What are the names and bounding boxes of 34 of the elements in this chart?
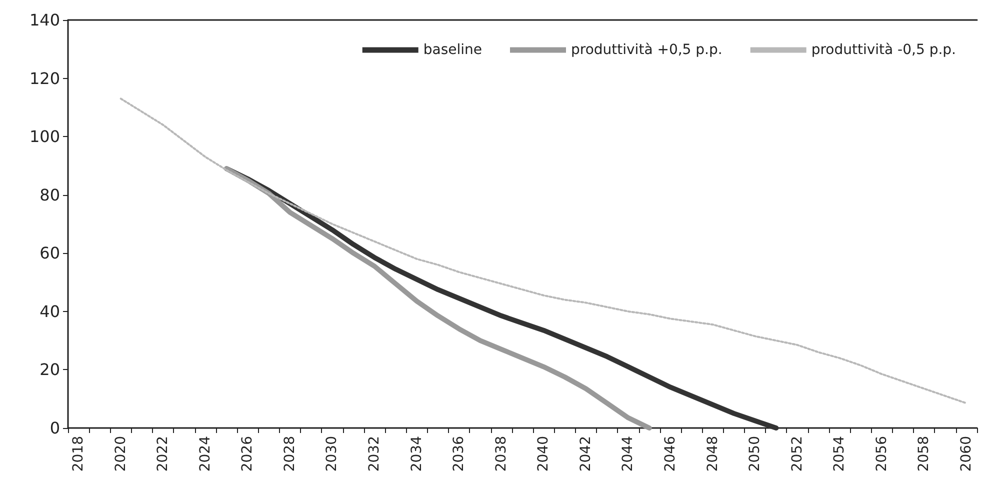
line-series [120,98,968,404]
legend-label: produttività +0,5 p.p. [570,42,722,58]
x-tick-label: 2030 [324,436,340,472]
y-tick-label: 120 [29,68,60,88]
x-tick-label: 2048 [704,436,721,472]
y-tick-label: 100 [29,127,60,146]
y-tick-label: 20 [40,360,60,380]
x-tick-label: 2020 [112,436,129,472]
x-tick-label: 2018 [70,436,87,472]
y-tick-label: 80 [40,185,60,204]
x-tick-label: 2026 [240,436,256,472]
y-tick-label: 140 [29,10,60,30]
x-tick-label: 2034 [408,436,425,472]
x-tick-label: 2054 [832,436,848,472]
y-tick-label: 60 [40,244,60,263]
y-tick-label: 0 [50,418,60,438]
x-tick-label: 2060 [958,436,974,472]
x-tick-label: 2052 [789,436,806,472]
x-tick-label: 2024 [197,436,214,472]
x-tick-label: 2056 [874,436,890,472]
x-tick-label: 2050 [747,436,764,472]
x-tick-label: 2040 [536,436,552,472]
x-tick-label: 2042 [578,436,594,472]
legend-label: produttività -0,5 p.p. [811,42,956,58]
x-tick-label: 2058 [916,436,932,472]
x-tick-label: 2036 [451,436,468,472]
y-tick-label: 40 [40,302,60,321]
x-tick-label: 2028 [282,436,298,472]
x-tick-label: 2032 [366,436,383,472]
x-tick-label: 2046 [662,436,678,472]
x-tick-label: 2022 [155,436,172,472]
x-tick-label: 2044 [620,436,636,472]
legend-label: baseline [423,42,482,58]
x-tick-label: 2038 [493,436,510,472]
